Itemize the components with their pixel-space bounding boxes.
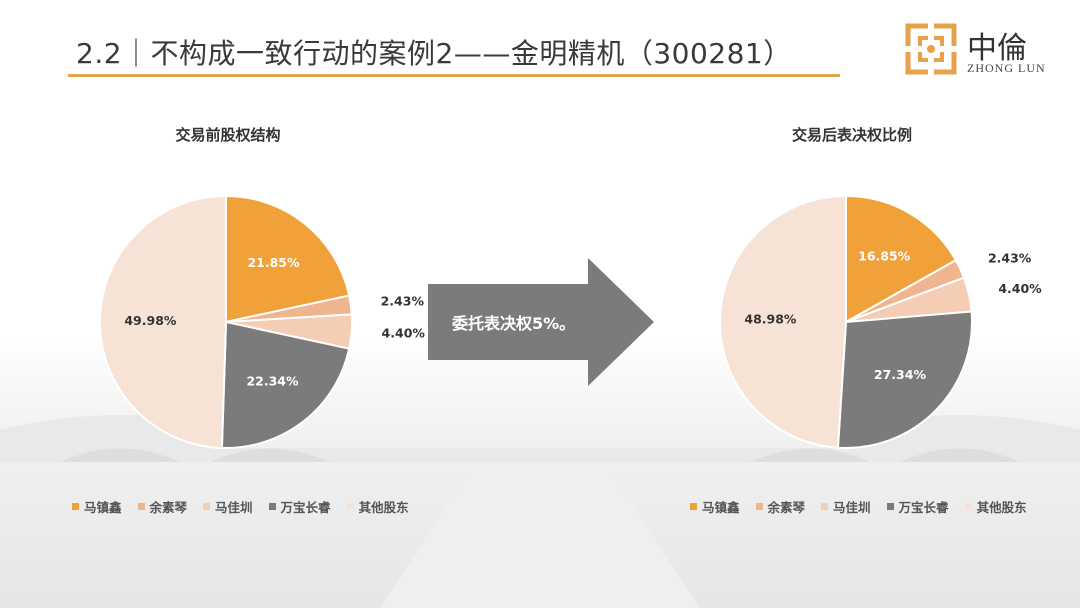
legend-item: 马佳圳 bbox=[821, 497, 871, 516]
pie-data-label-2: 2.43% bbox=[988, 251, 1032, 266]
legend-label: 马佳圳 bbox=[215, 500, 253, 515]
legend-label: 余素琴 bbox=[149, 500, 188, 515]
pie-data-label-5: 49.98% bbox=[124, 313, 177, 328]
legend-item: 其他股东 bbox=[346, 497, 409, 516]
legend-before: 马镇鑫 余素琴 马佳圳 万宝长睿 其他股东 bbox=[72, 497, 409, 516]
legend-label: 万宝长睿 bbox=[898, 500, 949, 515]
right-arrow-icon bbox=[428, 258, 654, 386]
chart-title-after: 交易后表决权比例 bbox=[791, 126, 913, 144]
legend-label: 马镇鑫 bbox=[702, 500, 740, 515]
legend-item: 马镇鑫 bbox=[690, 497, 740, 516]
legend-swatch bbox=[268, 503, 276, 510]
legend-item: 万宝长睿 bbox=[886, 497, 949, 516]
legend-label: 余素琴 bbox=[767, 500, 806, 515]
pie-slice-4 bbox=[836, 310, 973, 449]
legend-label: 万宝长睿 bbox=[280, 500, 331, 515]
legend-swatch bbox=[690, 503, 697, 510]
chart-title-before: 交易前股权结构 bbox=[175, 126, 281, 144]
legend-label: 马镇鑫 bbox=[84, 500, 122, 515]
pie-chart-before: 21.85% 2.43% 4.40% 22.34% 49.98% bbox=[99, 194, 426, 449]
legend-swatch bbox=[821, 503, 829, 510]
legend-label: 其他股东 bbox=[976, 500, 1027, 515]
zhonglun-logo: 中倫 ZHONG LUN bbox=[905, 23, 1065, 83]
pie-data-label-5: 48.98% bbox=[744, 312, 797, 327]
arrow-label: 委托表决权5%。 bbox=[452, 314, 576, 333]
pie-slice-4 bbox=[220, 320, 351, 449]
pie-data-label-4: 22.34% bbox=[246, 374, 299, 389]
legend-item: 其他股东 bbox=[964, 497, 1027, 516]
legend-swatch bbox=[203, 503, 211, 510]
pie-chart-after: 16.85% 2.43% 4.40% 27.34% 48.98% bbox=[719, 194, 1042, 449]
legend-swatch bbox=[72, 503, 79, 510]
legend-after: 马镇鑫 余素琴 马佳圳 万宝长睿 其他股东 bbox=[690, 497, 1027, 516]
pie-data-label-1: 16.85% bbox=[858, 249, 911, 264]
pie-slice-5 bbox=[719, 194, 847, 449]
logo-chinese-text: 中倫 bbox=[967, 31, 1027, 66]
legend-item: 万宝长睿 bbox=[268, 497, 331, 516]
legend-item: 余素琴 bbox=[755, 497, 806, 516]
legend-swatch bbox=[755, 503, 763, 510]
pie-slice-1 bbox=[845, 194, 958, 324]
slide-title: 2.2｜不构成一致行动的案例2——金明精机（300281） bbox=[76, 37, 792, 70]
legend-swatch bbox=[886, 503, 894, 510]
pie-slice-1 bbox=[225, 194, 351, 324]
legend-item: 马镇鑫 bbox=[72, 497, 122, 516]
legend-item: 余素琴 bbox=[137, 497, 188, 516]
title-underline bbox=[68, 74, 840, 77]
logo-english-text: ZHONG LUN bbox=[967, 61, 1046, 75]
pie-data-label-1: 21.85% bbox=[247, 255, 300, 270]
zhonglun-logo-mark bbox=[905, 23, 957, 75]
pie-data-label-4: 27.34% bbox=[874, 367, 927, 382]
pie-slice-5 bbox=[99, 194, 227, 449]
legend-swatch bbox=[137, 503, 145, 510]
pie-data-label-3: 4.40% bbox=[998, 281, 1042, 296]
legend-swatch bbox=[346, 503, 354, 510]
legend-label: 马佳圳 bbox=[833, 500, 871, 515]
pie-data-label-2: 2.43% bbox=[381, 294, 425, 309]
legend-label: 其他股东 bbox=[358, 500, 409, 515]
pie-data-label-3: 4.40% bbox=[382, 325, 426, 340]
legend-item: 马佳圳 bbox=[203, 497, 253, 516]
legend-swatch bbox=[964, 503, 972, 510]
